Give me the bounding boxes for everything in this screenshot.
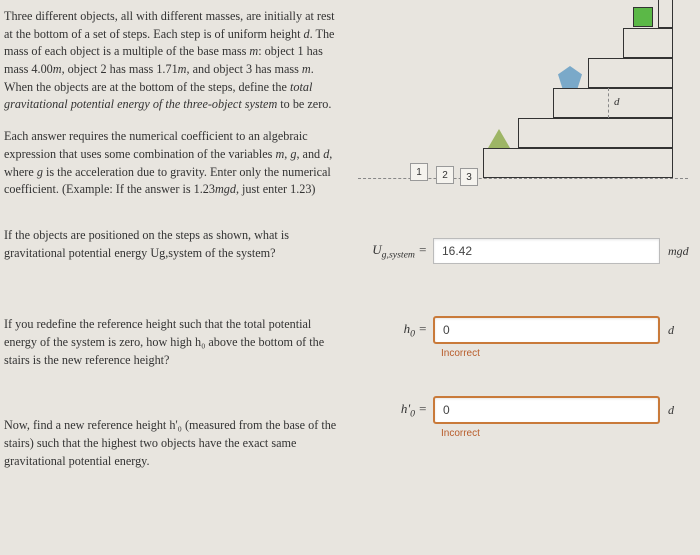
question-2: If you redefine the reference height suc…: [4, 316, 338, 369]
answer-2-label: h0 =: [358, 321, 433, 340]
object-label-1: 1: [410, 163, 428, 181]
answer-row-2: h0 = 0 d Incorrect: [358, 316, 696, 344]
steps-figure: 1 2 3 d: [358, 8, 688, 208]
question-1: If the objects are positioned on the ste…: [4, 227, 338, 262]
object-1-triangle: [488, 129, 510, 148]
answer-1-unit: mgd: [668, 244, 696, 259]
answer-2-input[interactable]: 0: [433, 316, 660, 344]
answer-row-1: Ug,system = 16.42 mgd: [358, 238, 696, 264]
dimension-d: d: [614, 96, 620, 108]
answer-row-3: h'0 = 0 d Incorrect: [358, 396, 696, 424]
problem-instructions: Each answer requires the numerical coeff…: [4, 128, 338, 199]
answer-1-label: Ug,system =: [358, 242, 433, 261]
answer-2-unit: d: [668, 323, 696, 338]
answer-3-label: h'0 =: [358, 401, 433, 420]
answer-3-error: Incorrect: [441, 428, 480, 439]
object-label-2: 2: [436, 166, 454, 184]
answer-2-error: Incorrect: [441, 348, 480, 359]
object-label-3: 3: [460, 168, 478, 186]
object-3-square: [633, 7, 653, 27]
answer-3-unit: d: [668, 403, 696, 418]
answer-1-input[interactable]: 16.42: [433, 238, 660, 264]
object-2-pentagon: [558, 66, 582, 88]
problem-text: Three different objects, all with differ…: [0, 0, 350, 555]
answer-3-input[interactable]: 0: [433, 396, 660, 424]
question-3: Now, find a new reference height h'₀ (me…: [4, 417, 338, 470]
problem-intro: Three different objects, all with differ…: [4, 8, 338, 114]
